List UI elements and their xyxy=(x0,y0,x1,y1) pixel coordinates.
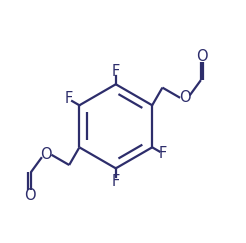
Text: O: O xyxy=(40,147,52,162)
Text: O: O xyxy=(180,90,191,105)
Text: F: F xyxy=(159,146,167,161)
Text: F: F xyxy=(112,174,120,189)
Text: O: O xyxy=(196,49,208,64)
Text: F: F xyxy=(64,91,73,106)
Text: O: O xyxy=(24,188,35,203)
Text: F: F xyxy=(112,64,120,79)
